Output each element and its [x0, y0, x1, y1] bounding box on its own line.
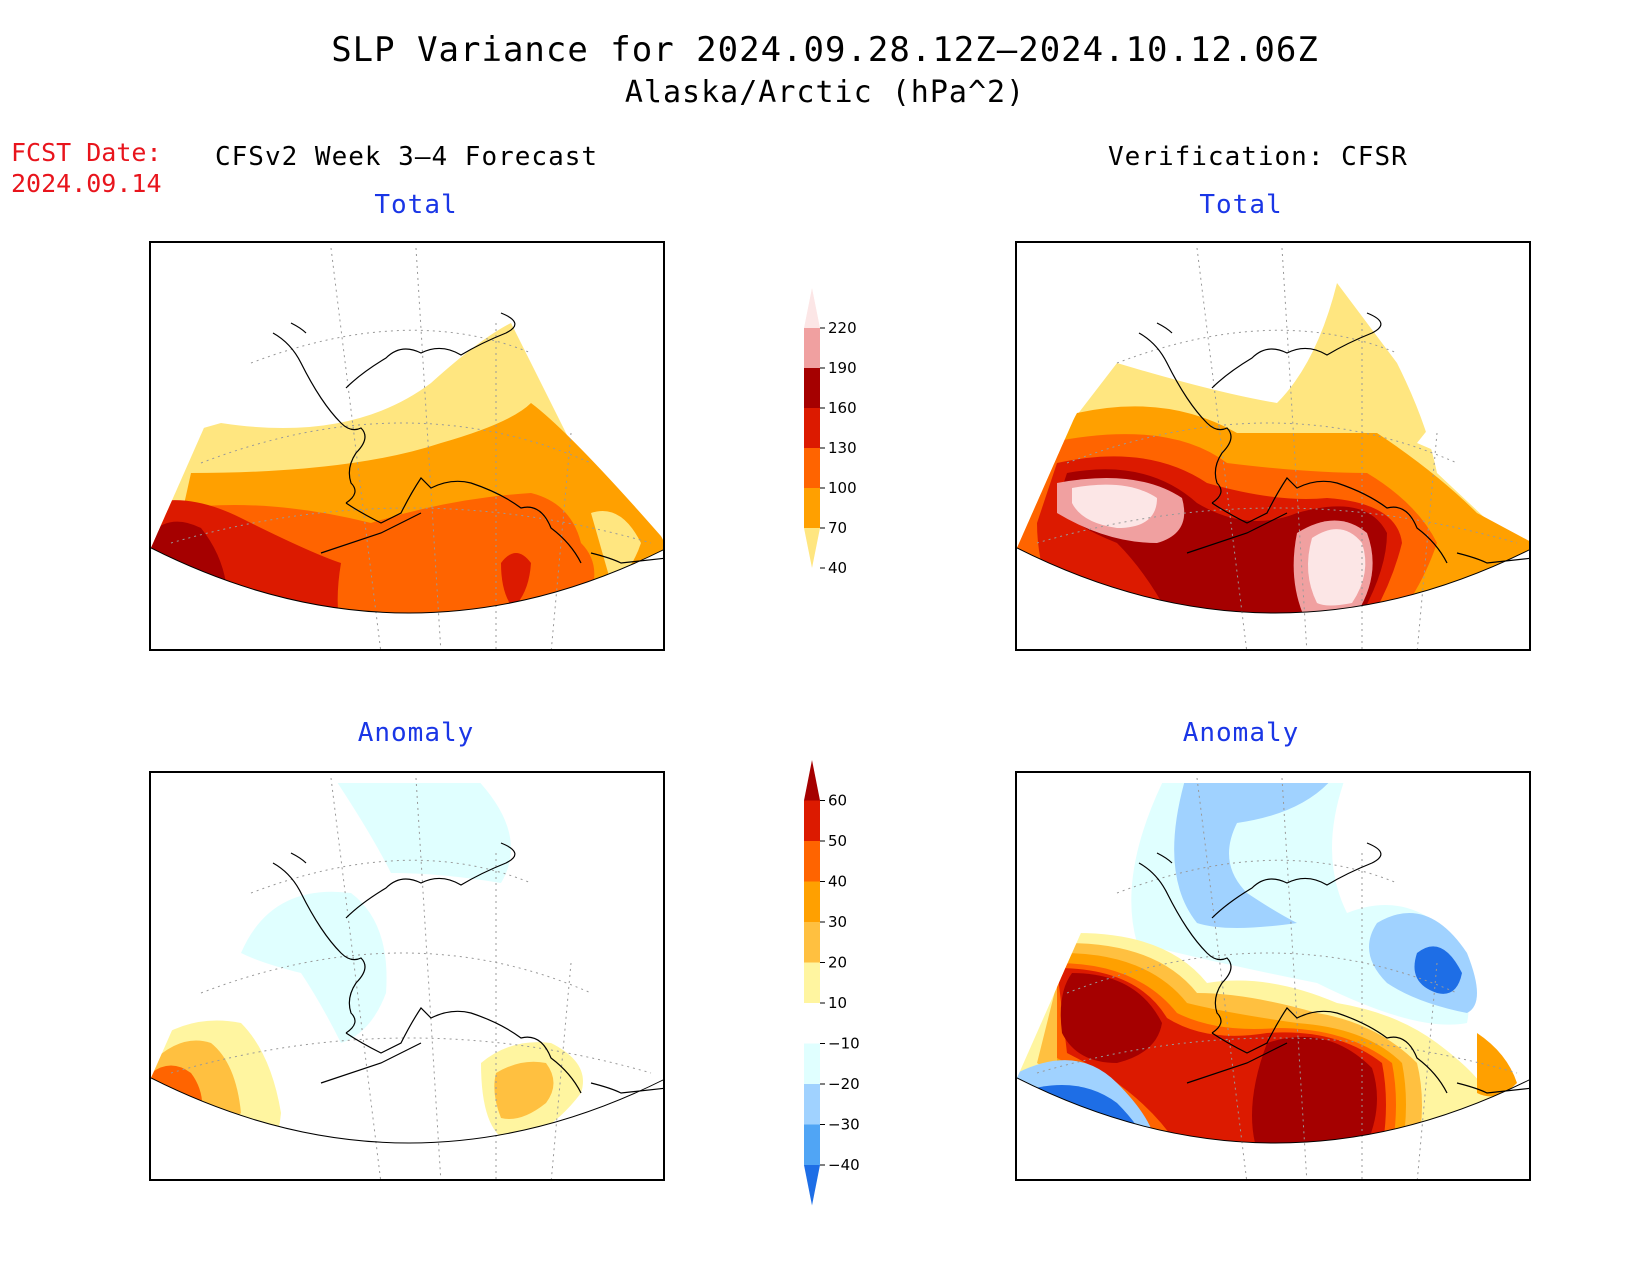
total-colorbar: 220 190 160 130 100 70 40 — [804, 288, 857, 577]
total-colorbar-swatch — [804, 528, 820, 568]
anomaly-colorbar-tick-label: 60 — [828, 792, 847, 810]
total-colorbar-tick-label: 130 — [828, 439, 857, 457]
verification-total-map — [1015, 241, 1531, 651]
total-colorbar-tick-label: 220 — [828, 319, 857, 337]
anomaly-colorbar-swatch — [804, 922, 820, 963]
fcst-date-block: FCST Date: 2024.09.14 — [11, 137, 162, 199]
anomaly-colorbar-swatch — [804, 841, 820, 882]
fcst-anomaly-title: Anomaly — [357, 718, 475, 748]
main-title: SLP Variance for 2024.09.28.12Z–2024.10.… — [331, 30, 1319, 70]
anomaly-colorbar-swatch — [804, 1043, 820, 1084]
verif-total-title: Total — [1199, 190, 1283, 220]
total-colorbar-tick-label: 100 — [828, 479, 857, 497]
anomaly-colorbar-swatch — [804, 881, 820, 922]
total-colorbar-tick-label: 40 — [828, 559, 847, 577]
anomaly-colorbar-swatch — [804, 760, 820, 801]
anomaly-colorbar-tick-label: 50 — [828, 832, 847, 850]
total-colorbar-swatch — [804, 368, 820, 408]
anomaly-colorbar-tick-label: 40 — [828, 873, 847, 891]
anomaly-colorbar-tick-label: −10 — [828, 1035, 860, 1053]
fcst-date-label: FCST Date: — [11, 138, 162, 167]
anomaly-colorbar-swatch — [804, 1084, 820, 1125]
fcst-total-title: Total — [374, 190, 458, 220]
anomaly-colorbar-swatch — [804, 800, 820, 841]
fcst-date-value: 2024.09.14 — [11, 169, 162, 198]
anomaly-colorbar-swatch — [804, 1165, 820, 1206]
total-colorbar-swatch — [804, 288, 820, 328]
total-colorbar-swatch — [804, 488, 820, 528]
forecast-total-map — [149, 241, 665, 651]
total-colorbar-tick-label: 190 — [828, 359, 857, 377]
verif-anomaly-title: Anomaly — [1182, 718, 1300, 748]
anomaly-colorbar-swatch — [804, 1124, 820, 1165]
anomaly-colorbar-swatch — [804, 962, 820, 1003]
forecast-header: CFSv2 Week 3–4 Forecast — [215, 142, 599, 172]
anomaly-colorbar-tick-label: 30 — [828, 913, 847, 931]
total-colorbar-swatch — [804, 328, 820, 368]
total-colorbar-tick-label: 160 — [828, 399, 857, 417]
anomaly-colorbar-tick-label: −20 — [828, 1075, 860, 1093]
anomaly-colorbar: 60 50 40 30 20 10 −10 −20 −30 −40 — [804, 760, 860, 1206]
anomaly-colorbar-swatch — [804, 1003, 820, 1044]
verification-anomaly-map — [1015, 771, 1531, 1181]
main-subtitle: Alaska/Arctic (hPa^2) — [624, 75, 1026, 110]
verification-header: Verification: CFSR — [1108, 142, 1408, 172]
anomaly-colorbar-tick-label: 10 — [828, 994, 847, 1012]
anomaly-colorbar-tick-label: −30 — [828, 1116, 860, 1134]
forecast-anomaly-map — [149, 771, 665, 1181]
anomaly-colorbar-tick-label: 20 — [828, 954, 847, 972]
total-colorbar-swatch — [804, 448, 820, 488]
anomaly-colorbar-tick-label: −40 — [828, 1156, 860, 1174]
total-colorbar-swatch — [804, 408, 820, 448]
total-colorbar-tick-label: 70 — [828, 519, 847, 537]
